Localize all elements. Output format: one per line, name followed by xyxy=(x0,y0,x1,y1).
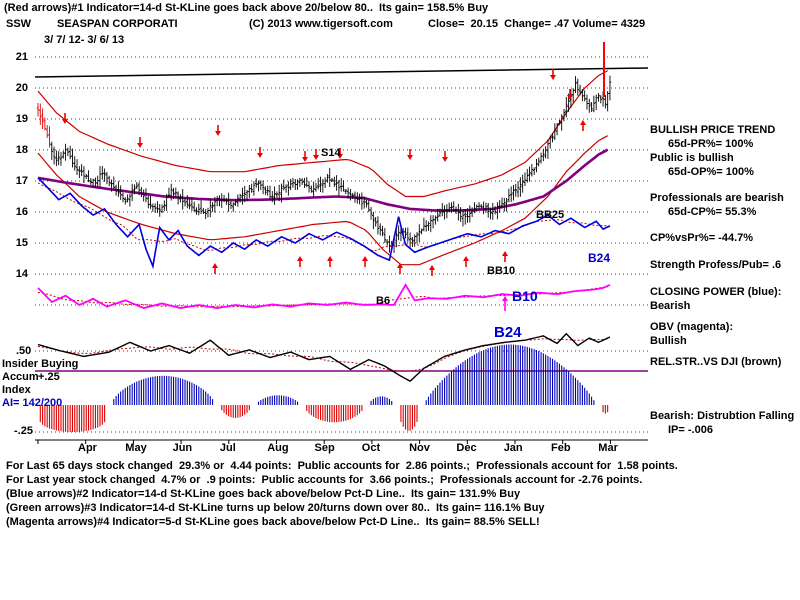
indicator3-legend: (Green arrows)#3 Indicator=14-d St-KLine… xyxy=(6,502,545,514)
ticker-symbol: SSW xyxy=(6,18,32,30)
month-label: Jul xyxy=(219,442,236,454)
svg-text:B6: B6 xyxy=(376,295,390,307)
month-label: Aug xyxy=(267,442,289,454)
obv-status: Bullish xyxy=(650,335,687,347)
index-label: Index xyxy=(2,384,31,396)
strength-ratio: Strength Profess/Pub= .6 xyxy=(650,259,782,271)
month-label: Dec xyxy=(456,442,477,454)
footer-65day-summary: For Last 65 days stock changed 29.3% or … xyxy=(6,460,678,472)
pctd-of-closing-power xyxy=(37,182,608,252)
month-label: Apr xyxy=(78,442,97,454)
distribution-note: Bearish: Distrubtion Falling xyxy=(650,410,795,422)
indicator4-legend: (Magenta arrows)#4 Indicator=5-d St-KLin… xyxy=(6,516,540,528)
footer-year-summary: For Last year stock changed 4.7% or .9 p… xyxy=(6,474,643,486)
month-label: Oct xyxy=(361,442,381,454)
scale-label-p25: +.25 xyxy=(38,371,60,383)
svg-text:B10: B10 xyxy=(512,288,538,304)
ip-value: IP= -.006 xyxy=(668,424,713,436)
indicator2-legend: (Blue arrows)#2 Indicator=14-d St-KLine … xyxy=(6,488,521,500)
cp-percent: 65d-CP%= 55.3% xyxy=(668,206,757,218)
svg-text:S14: S14 xyxy=(321,147,341,159)
ai-value: AI= 142/200 xyxy=(2,397,63,409)
month-label: Mar xyxy=(598,442,618,454)
month-label: Jan xyxy=(503,442,523,454)
date-range: 3/ 7/ 12- 3/ 6/ 13 xyxy=(44,34,125,46)
accum-label: Accum xyxy=(2,371,39,383)
price-label: 16 xyxy=(15,206,28,218)
accum-histogram xyxy=(39,344,609,432)
svg-text:B24: B24 xyxy=(588,251,610,265)
price-label: 20 xyxy=(15,82,28,94)
price-label: 18 xyxy=(15,144,28,156)
rel-str-label: REL.STR..VS DJI (brown) xyxy=(650,356,782,368)
price-label: 21 xyxy=(15,51,28,63)
professional-status: Professionals are bearish xyxy=(650,192,784,204)
accum-line xyxy=(37,332,611,383)
public-status: Public is bullish xyxy=(650,152,734,164)
signal-arrows xyxy=(62,69,586,311)
resistance-trendline xyxy=(34,67,649,78)
closing-power-status: Bearish xyxy=(650,300,691,312)
price-bars xyxy=(36,75,612,253)
closing-power-line xyxy=(37,177,611,270)
indicator1-legend: (Red arrows)#1 Indicator=14-d St-KLine g… xyxy=(4,2,489,14)
month-label: May xyxy=(125,442,147,454)
closing-power-label: CLOSING POWER (blue): xyxy=(650,286,782,298)
obv-label: OBV (magenta): xyxy=(650,321,734,333)
price-label: 17 xyxy=(15,175,28,187)
x-axis xyxy=(35,439,648,444)
obv-line xyxy=(37,283,611,310)
pr-percent: 65d-PR%= 100% xyxy=(668,138,754,150)
copyright-text: (C) 2013 www.tigersoft.com xyxy=(249,18,393,30)
month-label: Feb xyxy=(551,442,571,454)
price-label: 19 xyxy=(15,113,28,125)
price-label: 14 xyxy=(15,268,28,280)
svg-text:BB25: BB25 xyxy=(536,209,564,221)
op-percent: 65d-OP%= 100% xyxy=(668,166,754,178)
cp-vs-pr: CP%vsPr%= -44.7% xyxy=(650,232,754,244)
quote-summary: Close= 20.15 Change= .47 Volume= 4329 xyxy=(428,18,646,30)
company-name: SEASPAN CORPORATI xyxy=(57,18,178,30)
price-bands xyxy=(37,70,608,266)
moving-average-line xyxy=(37,148,609,212)
month-label: Jun xyxy=(172,442,193,454)
scale-label-50: .50 xyxy=(16,345,32,357)
chart-annotations: S14 BB25 B24 BB10 B10 B6 B24 xyxy=(321,147,610,341)
month-label: Sep xyxy=(314,442,335,454)
price-label: 15 xyxy=(15,237,28,249)
gridlines xyxy=(35,56,648,433)
month-label: Nov xyxy=(409,442,430,454)
insider-buying-label: Insider Buying xyxy=(2,358,79,370)
scale-label-m25: -.25 xyxy=(14,425,33,437)
trend-status: BULLISH PRICE TREND xyxy=(650,124,776,136)
svg-text:BB10: BB10 xyxy=(487,265,515,277)
svg-text:B24: B24 xyxy=(494,324,522,341)
